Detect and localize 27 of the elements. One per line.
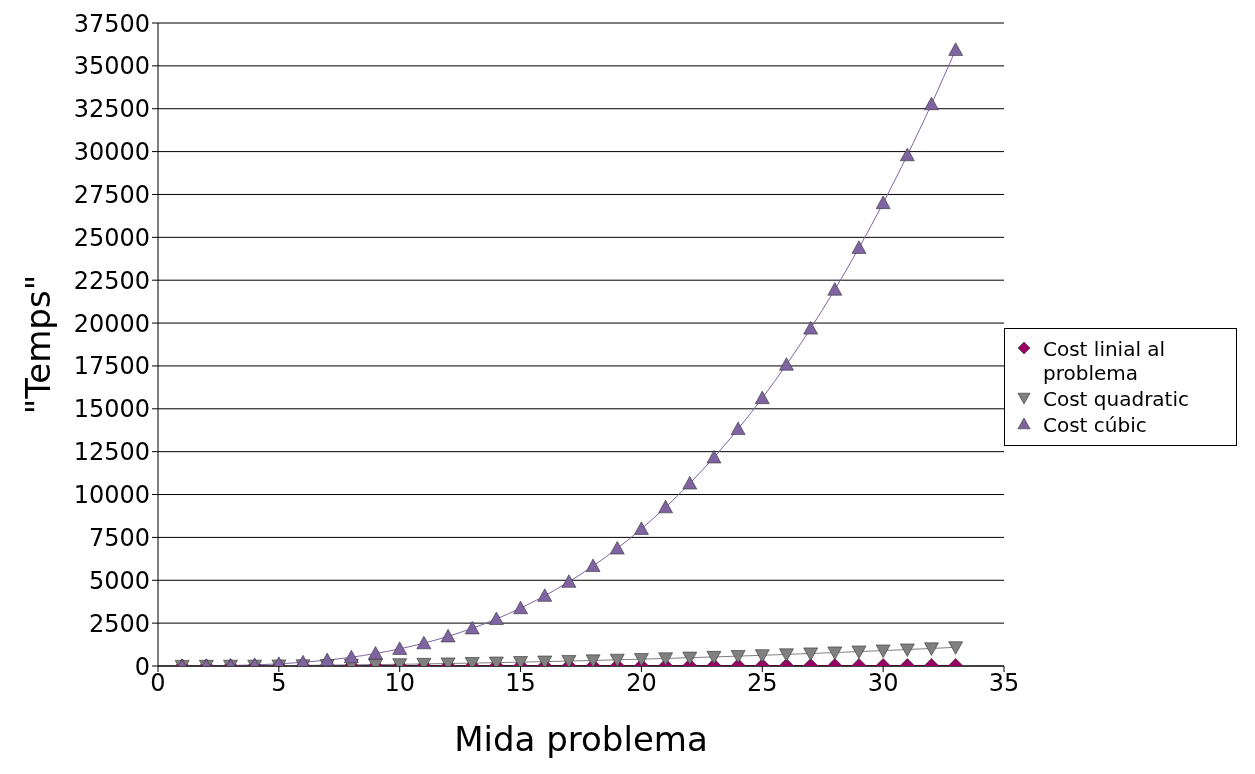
x-tick-label: 20 xyxy=(626,669,657,698)
legend-label: Cost quadratic xyxy=(1043,387,1190,411)
x-tick-label: 30 xyxy=(867,669,899,698)
x-tick-label: 25 xyxy=(747,669,778,698)
y-tick-label: 22500 xyxy=(73,266,150,295)
x-axis-title: Mida problema xyxy=(454,719,708,759)
y-tick-label: 20000 xyxy=(73,309,150,338)
y-tick-label: 5000 xyxy=(88,566,150,595)
y-tick-label: 37500 xyxy=(73,9,150,38)
y-tick-label: 15000 xyxy=(73,395,150,424)
y-tick-label: 32500 xyxy=(73,95,150,124)
x-tick-label: 35 xyxy=(988,669,1020,698)
y-tick-label: 12500 xyxy=(73,438,150,467)
y-tick-label: 17500 xyxy=(73,352,150,381)
y-tick-label: 7500 xyxy=(88,523,150,552)
x-tick-label: 15 xyxy=(505,669,536,698)
y-tick-label: 25000 xyxy=(73,223,150,252)
legend-label: Cost cúbic xyxy=(1043,413,1147,437)
x-tick-label: 10 xyxy=(384,669,415,698)
y-tick-label: 35000 xyxy=(73,52,150,81)
y-tick-label: 2500 xyxy=(88,609,150,638)
y-tick-label: 30000 xyxy=(73,138,150,167)
legend-label: Cost linial al problema xyxy=(1043,337,1167,385)
y-tick-label: 10000 xyxy=(73,481,150,510)
y-axis-title: "Temps" xyxy=(18,274,59,415)
y-tick-label: 27500 xyxy=(73,180,150,209)
x-tick-label: 5 xyxy=(271,669,287,698)
